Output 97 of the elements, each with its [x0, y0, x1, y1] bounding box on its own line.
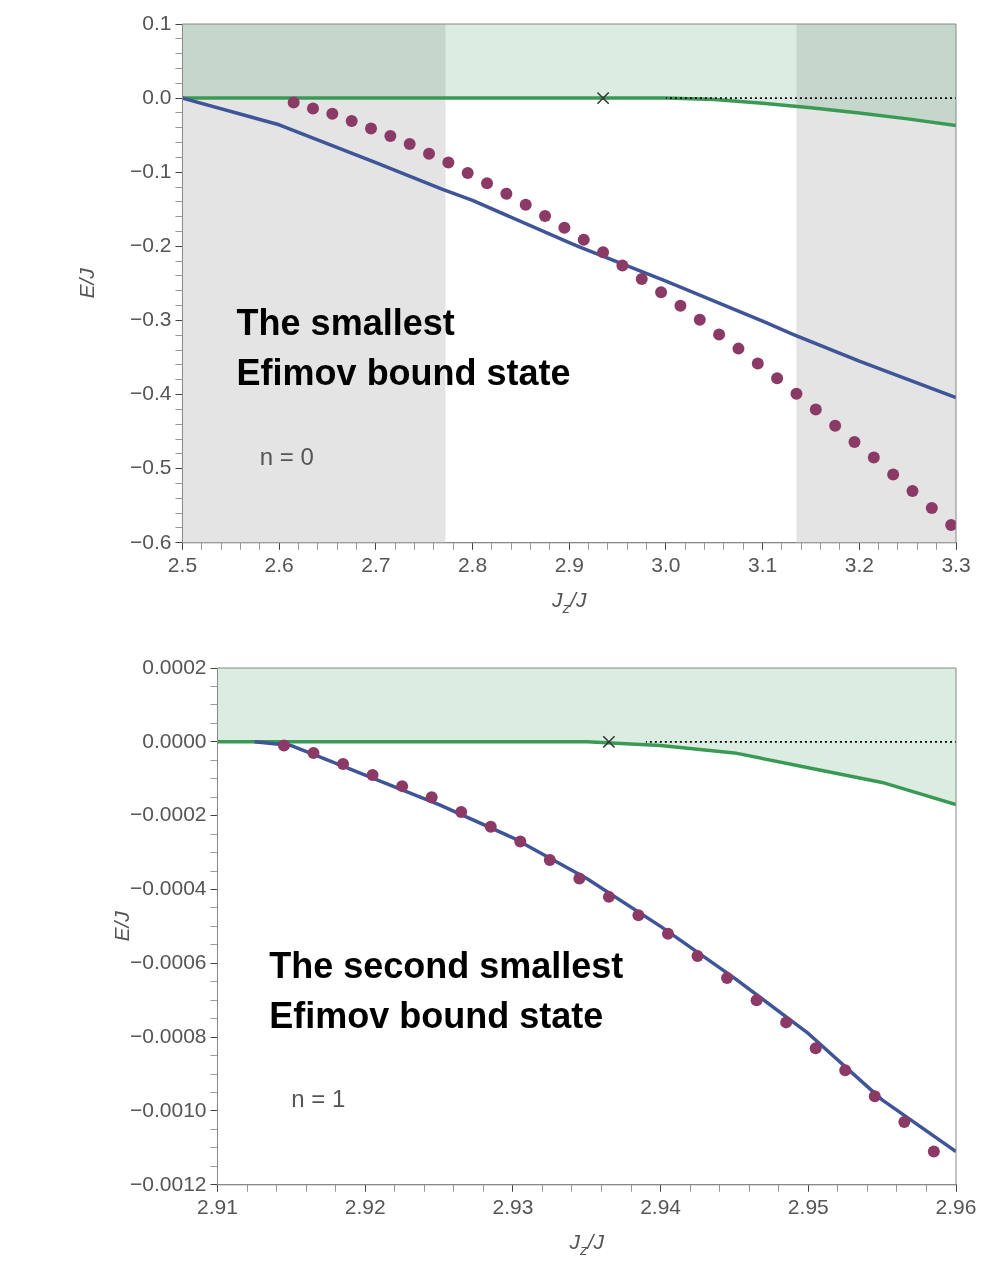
point: [750, 994, 763, 1007]
point: [691, 949, 704, 962]
point: [809, 1042, 822, 1055]
point: [345, 115, 358, 128]
point: [558, 221, 571, 234]
point: [674, 299, 687, 312]
y-tick-label: 0.1: [142, 10, 172, 34]
point: [573, 872, 586, 885]
point: [337, 757, 350, 770]
y-axis-title: E/J: [75, 267, 99, 299]
annotation: n = 0: [259, 442, 314, 470]
point: [514, 835, 527, 848]
point: [635, 272, 648, 285]
y-tick-label: −0.0006: [129, 950, 207, 974]
point: [287, 96, 300, 109]
y-tick-label: −0.3: [129, 307, 172, 331]
point: [326, 107, 339, 120]
point: [848, 436, 861, 449]
y-tick-label: −0.1: [129, 159, 172, 183]
point: [597, 246, 610, 259]
point: [602, 735, 616, 749]
point: [771, 372, 784, 385]
point: [721, 972, 734, 985]
y-tick-label: −0.0010: [129, 1097, 207, 1121]
point: [906, 484, 919, 497]
point: [384, 129, 397, 142]
point: [396, 780, 409, 793]
point: [403, 138, 416, 151]
point: [632, 909, 645, 922]
point: [829, 419, 842, 432]
point: [898, 1116, 911, 1129]
x-tick-label: 2.9: [554, 553, 584, 577]
point: [839, 1064, 852, 1077]
y-tick-label: −0.2: [129, 233, 172, 257]
point: [461, 166, 474, 179]
y-tick-label: −0.5: [129, 455, 172, 479]
point: [455, 805, 468, 818]
point: [693, 313, 706, 326]
point: [655, 286, 668, 299]
x-tick-label: 2.6: [264, 553, 294, 577]
x-tick-label: 3.3: [941, 553, 971, 577]
y-tick-label: −0.0008: [129, 1023, 207, 1047]
x-tick-label: 2.96: [935, 1195, 977, 1219]
point: [945, 519, 956, 532]
point: [661, 927, 674, 940]
point: [277, 739, 290, 752]
y-tick-label: −0.0004: [129, 876, 207, 900]
point: [365, 122, 378, 135]
point: [887, 468, 900, 481]
x-tick-label: 3.2: [844, 553, 874, 577]
x-tick-label: 3.1: [748, 553, 778, 577]
point: [484, 820, 497, 833]
y-tick-label: −0.4: [129, 381, 172, 405]
y-axis-title: E/J: [110, 910, 134, 942]
point: [307, 746, 320, 759]
point: [732, 342, 745, 355]
point: [425, 791, 438, 804]
x-tick-label: 2.92: [344, 1195, 386, 1219]
point: [616, 259, 629, 272]
x-tick-label: 3.0: [651, 553, 681, 577]
point: [867, 451, 880, 464]
x-tick-label: 2.8: [457, 553, 488, 577]
x-tick-label: 2.91: [197, 1195, 238, 1219]
point: [713, 328, 726, 341]
point: [790, 387, 803, 400]
point: [780, 1016, 793, 1029]
y-tick-label: −0.6: [129, 529, 172, 553]
point: [306, 102, 319, 115]
point: [519, 198, 532, 211]
x-tick-label: 2.93: [492, 1195, 534, 1219]
point: [925, 501, 938, 514]
annotation: n = 1: [291, 1085, 346, 1113]
x-tick-label: 2.95: [787, 1195, 829, 1219]
point: [366, 769, 379, 782]
point: [602, 890, 615, 903]
point: [543, 853, 556, 866]
point: [927, 1145, 940, 1158]
point: [500, 187, 513, 200]
x-tick-label: 2.5: [167, 553, 198, 577]
annotation: The second smallest Efimov bound state: [269, 945, 624, 1037]
annotation: The smallest Efimov bound state: [236, 302, 571, 394]
point: [423, 147, 436, 160]
y-tick-label: 0.0000: [142, 728, 207, 752]
point: [809, 403, 822, 416]
point: [868, 1090, 881, 1103]
point: [751, 357, 764, 370]
x-tick-label: 2.7: [361, 553, 391, 577]
y-tick-label: −0.0012: [129, 1171, 207, 1195]
x-tick-label: 2.94: [640, 1195, 682, 1219]
point: [481, 177, 494, 190]
point: [596, 91, 610, 105]
point: [442, 156, 455, 169]
y-tick-label: −0.0002: [129, 802, 207, 826]
y-tick-label: 0.0: [142, 84, 172, 108]
point: [577, 233, 590, 246]
point: [539, 209, 552, 222]
y-tick-label: 0.0002: [142, 654, 207, 678]
